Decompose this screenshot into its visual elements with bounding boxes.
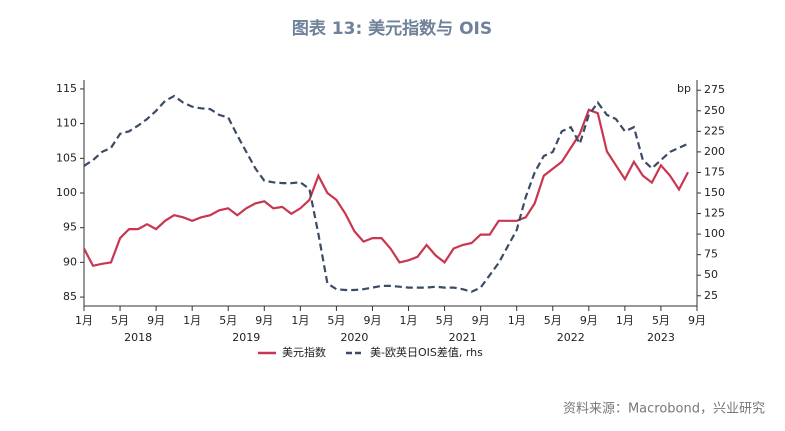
x-tick-label: 9月 xyxy=(472,314,490,327)
x-tick-label: 1月 xyxy=(400,314,418,327)
y2-tick-label: 200 xyxy=(704,145,725,158)
x-tick-label: 5月 xyxy=(327,314,345,327)
y-tick-label: 85 xyxy=(63,290,77,303)
x-tick-label: 5月 xyxy=(652,314,670,327)
x-tick-label: 9月 xyxy=(363,314,381,327)
y2-tick-label: 25 xyxy=(704,289,718,302)
y-tick-label: 105 xyxy=(56,151,77,164)
series-line xyxy=(83,94,689,293)
y2-tick-label: 150 xyxy=(704,186,725,199)
y-tick-label: 115 xyxy=(56,82,77,95)
x-tick-label: 1月 xyxy=(616,314,634,327)
x-year-label: 2020 xyxy=(340,331,368,344)
y2-tick-label: 125 xyxy=(704,207,725,220)
x-tick-label: 1月 xyxy=(183,314,201,327)
x-year-label: 2019 xyxy=(232,331,260,344)
y-tick-label: 100 xyxy=(56,186,77,199)
legend-label: 美-欧英日OIS差值, rhs xyxy=(370,345,483,359)
x-year-label: 2018 xyxy=(124,331,152,344)
x-tick-label: 1月 xyxy=(291,314,309,327)
legend-label: 美元指数 xyxy=(282,345,326,359)
x-tick-label: 9月 xyxy=(147,314,165,327)
x-tick-label: 9月 xyxy=(255,314,273,327)
y-tick-label: 110 xyxy=(56,117,77,130)
y2-tick-label: 50 xyxy=(704,268,718,281)
x-year-label: 2022 xyxy=(557,331,585,344)
x-tick-label: 5月 xyxy=(111,314,129,327)
y-tick-label: 90 xyxy=(63,255,77,268)
y2-tick-label: 100 xyxy=(704,227,725,240)
x-year-label: 2021 xyxy=(449,331,477,344)
x-tick-label: 9月 xyxy=(688,314,706,327)
x-tick-label: 5月 xyxy=(436,314,454,327)
x-tick-label: 9月 xyxy=(580,314,598,327)
y2-tick-label: 175 xyxy=(704,165,725,178)
y2-tick-label: 250 xyxy=(704,104,725,117)
x-tick-label: 5月 xyxy=(219,314,237,327)
x-tick-label: 5月 xyxy=(544,314,562,327)
x-year-label: 2023 xyxy=(647,331,675,344)
y2-tick-label: 75 xyxy=(704,248,718,261)
y2-axis-label: bp xyxy=(677,82,691,95)
y-tick-label: 95 xyxy=(63,221,77,234)
chart-title: 图表 13: 美元指数与 OIS xyxy=(292,18,492,39)
series-line xyxy=(83,108,689,268)
y2-tick-label: 225 xyxy=(704,124,725,137)
source: 资料来源：Macrobond，兴业研究 xyxy=(563,402,765,417)
y2-tick-label: 275 xyxy=(704,83,725,96)
x-tick-label: 1月 xyxy=(508,314,526,327)
x-tick-label: 1月 xyxy=(75,314,93,327)
